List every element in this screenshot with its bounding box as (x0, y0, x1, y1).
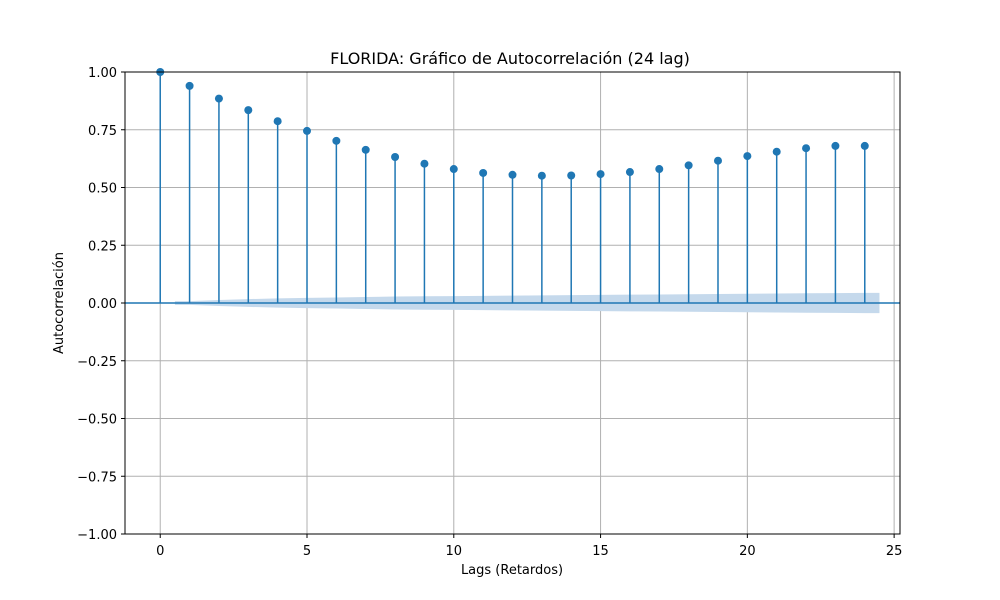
acf-marker (244, 106, 253, 115)
y-tick-label: 0.25 (88, 239, 117, 254)
acf-marker (537, 171, 546, 180)
acf-marker (655, 165, 664, 174)
acf-marker (567, 171, 576, 180)
acf-marker (831, 141, 840, 150)
acf-marker (449, 165, 458, 174)
ticks: 0 5 10 15 20 25 −1.00 −0.75 −0.50 −0.25 0.00 0.25 0.… (77, 66, 902, 559)
y-tick-label: −0.75 (77, 470, 117, 485)
y-tick-label: 1.00 (88, 66, 117, 81)
acf-marker (802, 144, 811, 153)
acf-marker (625, 168, 634, 177)
acf-marker (391, 153, 400, 162)
x-axis-label: Lags (Retardos) (461, 563, 563, 578)
acf-marker (214, 94, 223, 103)
y-tick-label: 0.75 (88, 124, 117, 139)
acf-marker (332, 136, 341, 145)
acf-marker (303, 126, 312, 135)
stems (125, 68, 900, 304)
x-tick-label: 15 (592, 544, 609, 559)
acf-marker (860, 141, 869, 150)
x-tick-label: 0 (156, 544, 164, 559)
x-tick-label: 20 (739, 544, 756, 559)
acf-marker (479, 168, 488, 177)
acf-marker (713, 156, 722, 165)
y-tick-label: −0.50 (77, 413, 117, 428)
acf-marker (361, 145, 370, 154)
y-tick-label: 0.50 (88, 182, 117, 197)
y-tick-label: −1.00 (77, 528, 117, 543)
acf-marker (185, 81, 194, 90)
acf-marker (684, 161, 693, 170)
acf-marker (772, 147, 781, 156)
acf-marker (420, 159, 429, 168)
acf-marker (508, 170, 517, 179)
acf-marker (743, 152, 752, 161)
acf-marker (596, 170, 605, 179)
acf-marker (273, 117, 282, 126)
y-tick-label: −0.25 (77, 355, 117, 370)
x-tick-label: 5 (303, 544, 311, 559)
y-axis-label: Autocorrelación (52, 252, 67, 354)
chart-title: FLORIDA: Gráfico de Autocorrelación (24 … (330, 49, 690, 68)
x-tick-label: 10 (446, 544, 463, 559)
y-tick-label: 0.00 (88, 297, 117, 312)
x-tick-label: 25 (886, 544, 903, 559)
